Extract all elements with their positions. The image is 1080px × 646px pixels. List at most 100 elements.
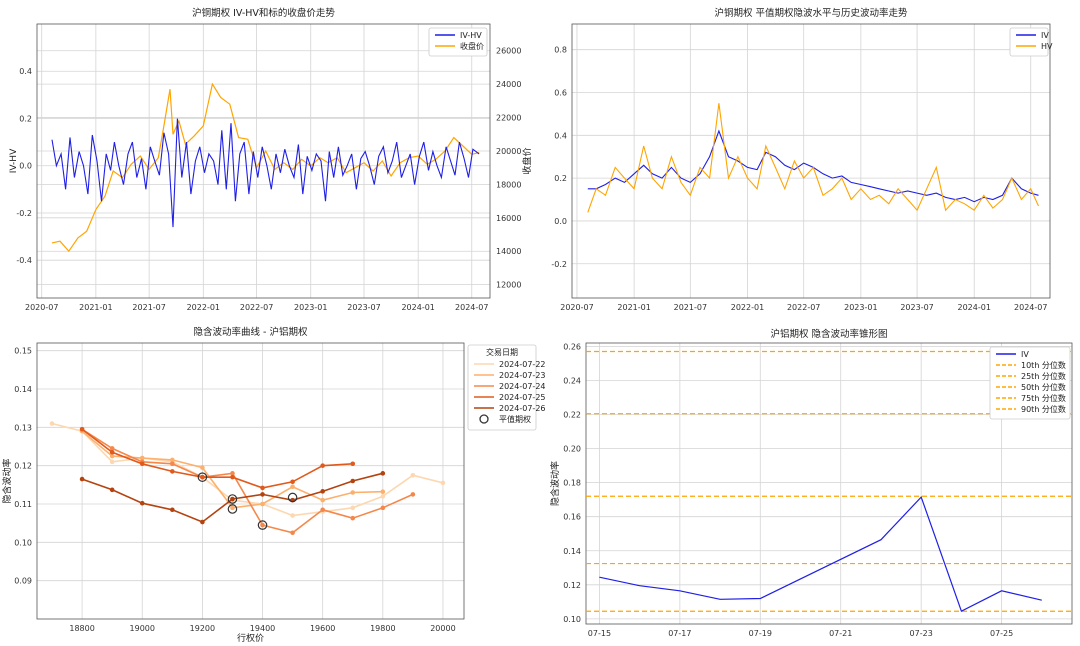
chart3-point-0-12 xyxy=(410,472,416,478)
chart3-point-2-7 xyxy=(290,530,295,536)
chart3-series-2 xyxy=(81,428,414,534)
chart3-point-4-3 xyxy=(170,507,175,513)
chart2-xtick-1: 2021-01 xyxy=(617,303,650,312)
chart3-point-4-8 xyxy=(320,489,325,494)
chart3-point-3-8 xyxy=(320,463,325,468)
chart1-legend-label-0: IV-HV xyxy=(460,31,482,40)
chart3-point-4-5 xyxy=(230,496,235,502)
chart2-ytick-1: 0.0 xyxy=(554,217,567,226)
chart3-point-1-9 xyxy=(350,490,356,495)
chart3-point-4-6 xyxy=(260,492,265,497)
chart1-y2tick-2: 16000 xyxy=(496,214,521,223)
chart3-point-3-7 xyxy=(290,479,295,485)
chart4-legend-label-2: 25th 分位数 xyxy=(1021,371,1066,381)
chart3-point-4-9 xyxy=(350,478,356,484)
chart1-ytick-3: 0.2 xyxy=(19,114,32,123)
chart3-xtick-5: 19800 xyxy=(370,624,395,633)
chart2-ytick-4: 0.6 xyxy=(554,89,567,98)
chart3-point-4-2 xyxy=(139,500,145,506)
chart1-y2tick-4: 20000 xyxy=(496,147,521,156)
chart3-xtick-2: 19200 xyxy=(190,624,215,633)
chart4-xtick-4: 07-23 xyxy=(910,629,933,638)
chart1-xtick-5: 2023-01 xyxy=(294,303,327,312)
chart4-ytick-0: 0.10 xyxy=(563,615,581,624)
chart3-point-1-6 xyxy=(260,501,265,507)
chart3-legend-label-3: 2024-07-25 xyxy=(499,393,546,402)
chart3-point-4-10 xyxy=(380,471,386,476)
chart1-plot xyxy=(51,82,480,253)
chart2-xtick-3: 2022-01 xyxy=(731,303,764,312)
chart3-point-2-3 xyxy=(170,461,175,467)
chart2-plot xyxy=(587,103,1040,213)
chart3-atm-marker-1 xyxy=(227,494,238,504)
chart3-point-3-0 xyxy=(79,426,85,432)
chart4-xtick-1: 07-17 xyxy=(668,629,691,638)
chart1-xtick-8: 2024-07 xyxy=(455,303,488,312)
chart2-xtick-6: 2023-07 xyxy=(900,303,933,312)
chart2-xtick-4: 2022-07 xyxy=(787,303,820,312)
chart4-ylabel: 隐含波动率 xyxy=(549,461,561,506)
chart1-ytick-0: -0.4 xyxy=(16,256,32,265)
chart1-xtick-1: 2021-01 xyxy=(79,303,112,312)
chart3-ytick-4: 0.13 xyxy=(14,423,32,432)
chart3-point-3-4 xyxy=(200,474,205,480)
chart2-legend-label-0: IV xyxy=(1041,31,1049,40)
chart4-xtick-3: 07-21 xyxy=(829,629,852,638)
chart3-point-3-3 xyxy=(170,469,175,474)
chart1-title: 沪铜期权 IV-HV和标的收盘价走势 xyxy=(192,7,335,19)
chart3-point-3-5 xyxy=(230,474,235,480)
chart4-series-iv xyxy=(599,495,1042,613)
chart2-legend-label-1: HV xyxy=(1041,42,1053,51)
chart4-ytick-1: 0.12 xyxy=(563,581,581,590)
chart3-xtick-0: 18800 xyxy=(69,624,94,633)
chart1-xtick-2: 2021-07 xyxy=(132,303,165,312)
chart1-xtick-0: 2020-07 xyxy=(25,303,58,312)
chart2-ytick-3: 0.4 xyxy=(554,131,567,140)
chart3-point-2-8 xyxy=(320,507,325,513)
chart3-point-4-1 xyxy=(109,487,115,493)
chart1-xtick-3: 2022-01 xyxy=(187,303,220,312)
chart3-plot xyxy=(49,421,446,536)
chart3-ytick-2: 0.11 xyxy=(14,500,32,509)
chart3-ytick-6: 0.15 xyxy=(14,347,32,356)
chart2-xtick-5: 2023-01 xyxy=(844,303,877,312)
chart1-series-ivhv xyxy=(51,118,480,228)
chart2-xtick-7: 2024-01 xyxy=(957,303,990,312)
chart1-y2tick-5: 22000 xyxy=(496,114,521,123)
chart1-xtick-4: 2022-07 xyxy=(240,303,273,312)
chart3-point-3-9 xyxy=(350,461,356,467)
chart3-point-4-4 xyxy=(200,519,205,525)
chart3-ylabel: 隐含波动率 xyxy=(1,458,13,503)
chart4-legend-label-0: IV xyxy=(1021,350,1029,359)
chart4-legend-label-3: 50th 分位数 xyxy=(1021,382,1066,392)
chart2-xtick-2: 2021-07 xyxy=(674,303,707,312)
chart2-xtick-8: 2024-07 xyxy=(1014,303,1047,312)
chart3-point-2-11 xyxy=(410,492,416,497)
chart1-legend-label-1: 收盘价 xyxy=(460,41,484,51)
chart2-title: 沪铜期权 平值期权隐波水平与历史波动率走势 xyxy=(714,7,908,19)
chart3-xtick-1: 19000 xyxy=(130,624,155,633)
chart3-point-3-2 xyxy=(139,461,145,467)
chart4-title: 沪铝期权 隐含波动率锥形图 xyxy=(770,328,887,340)
chart1-y2tick-7: 26000 xyxy=(496,47,521,56)
chart3-ytick-1: 0.10 xyxy=(14,538,32,547)
chart1-axes xyxy=(36,23,491,299)
chart2-xtick-0: 2020-07 xyxy=(560,303,593,312)
chart3-xtick-4: 19600 xyxy=(310,624,335,633)
chart1-ylabel: IV-HV xyxy=(9,148,19,173)
chart3-ytick-3: 0.12 xyxy=(14,462,32,471)
chart1-y2label: 收盘价 xyxy=(521,147,533,174)
chart4-axes xyxy=(585,342,1073,625)
chart3-title: 隐含波动率曲线 - 沪铝期权 xyxy=(194,326,308,338)
chart2-series-iv xyxy=(587,129,1039,203)
chart1-series-close xyxy=(51,82,480,253)
chart3-legend-title: 交易日期 xyxy=(486,347,518,357)
chart3-point-0-2 xyxy=(109,459,115,465)
chart2-ytick-5: 0.8 xyxy=(554,46,567,55)
chart3-legend-label-5: 平值期权 xyxy=(499,414,531,424)
chart4-legend-label-5: 90th 分位数 xyxy=(1021,404,1066,414)
chart3-series-3 xyxy=(81,428,353,489)
chart1-ytick-2: 0.0 xyxy=(19,162,32,171)
chart3-point-0-11 xyxy=(380,494,386,499)
